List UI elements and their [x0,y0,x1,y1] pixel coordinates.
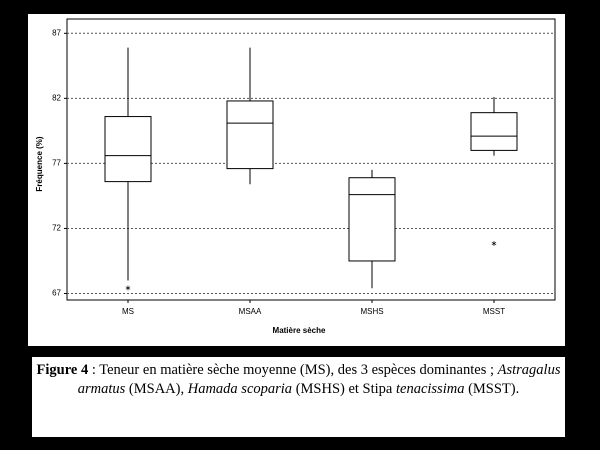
x-tick-label: MSAA [239,307,262,316]
y-tick-label: 87 [52,28,61,37]
caption-text: : Teneur en matière sèche moyenne (MS), … [88,362,498,378]
caption: Figure 4 : Teneur en matière sèche moyen… [32,357,565,437]
caption-text: (MSST). [464,381,520,397]
caption-text: (MSAA), [125,381,188,397]
outlier: ∗ [491,239,498,248]
caption-text: Astragalus armatus [77,362,561,397]
box [104,116,152,183]
caption-text: tenacissima [395,381,465,397]
x-tick-label: MSHS [360,307,383,316]
chart-panel: Matière sèche Fréquence (%) 67 72 77 82 87 MS… [28,14,565,346]
y-tick-label: 82 [52,93,61,102]
x-axis-title: Matière sèche [273,326,326,335]
outlier: ∗ [125,283,132,292]
x-tick-label: MS [122,307,134,316]
y-tick-label: 77 [52,159,61,168]
caption-label: Figure 4 [36,362,89,378]
box [470,112,518,151]
chart: Matière sèche Fréquence (%) 67 72 77 82 87 MS… [35,18,556,335]
plot-frame [66,18,556,301]
y-tick-label: 72 [52,224,61,233]
caption-text: Hamada scoparia [187,381,293,397]
x-tick-label: MSST [483,307,505,316]
caption-text: (MSHS) et Stipa [292,381,396,397]
box [226,100,274,170]
y-tick-label: 67 [52,289,61,298]
box [348,177,396,262]
y-axis-title: Fréquence (%) [35,136,44,191]
